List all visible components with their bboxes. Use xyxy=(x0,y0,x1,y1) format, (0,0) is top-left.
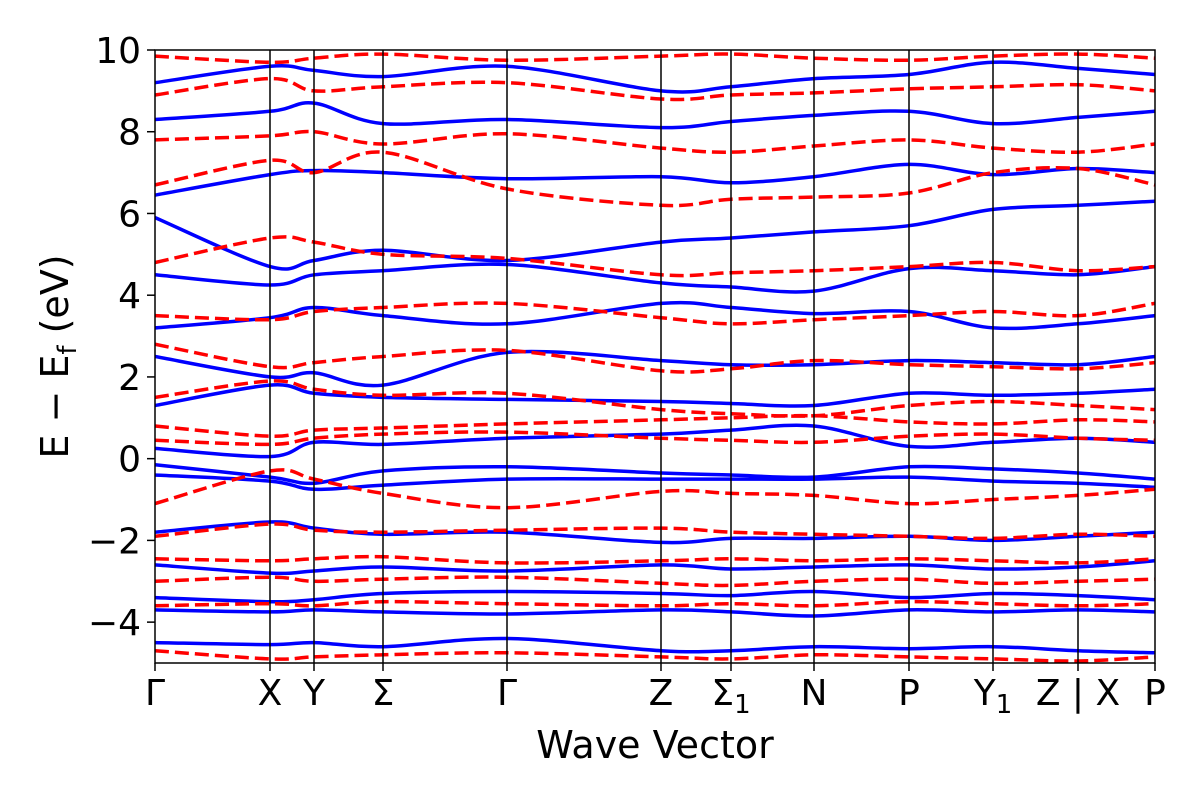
y-axis-label: E − Ef (eV) xyxy=(33,254,83,458)
solid-band-1 xyxy=(155,199,1155,271)
x-tick-label-10: Z | X xyxy=(1036,673,1120,714)
dashed-band-2 xyxy=(155,301,1155,326)
y-tick-label-4: 2 xyxy=(118,358,141,399)
x-tick-label-2: Y xyxy=(302,673,326,714)
dashed-band-0 xyxy=(155,150,1155,208)
dashed-band-9 xyxy=(155,554,1155,565)
y-axis-label-subscript: f xyxy=(53,345,83,355)
y-axis-ticks: 10 8 6 4 2 0 −2 −4 xyxy=(88,31,155,644)
dashed-band-4 xyxy=(155,379,1155,418)
x-axis-ticks: Γ X Y Σ Γ Z Σ1 N P Y1 Z | X P xyxy=(145,663,1166,720)
y-tick-label-7: −4 xyxy=(88,603,141,644)
dashed-band-15 xyxy=(155,52,1155,65)
dashed-band-11 xyxy=(155,599,1155,608)
solid-band-11 xyxy=(155,589,1155,604)
y-axis-label-main: E − E xyxy=(33,355,77,459)
solid-band-14 xyxy=(155,101,1155,130)
y-tick-label-3: 4 xyxy=(118,276,141,317)
y-tick-label-1: 8 xyxy=(118,113,141,154)
x-tick-label-4: Γ xyxy=(497,673,517,714)
dashed-band-12 xyxy=(155,648,1155,663)
dashed-band-13 xyxy=(155,129,1155,155)
bands-layer xyxy=(155,52,1155,663)
y-axis-label-unit: (eV) xyxy=(33,254,77,345)
x-tick-label-5: Z xyxy=(649,673,674,714)
dashed-band-3 xyxy=(155,342,1155,374)
kpoint-separators xyxy=(269,50,1079,663)
y-tick-label-2: 6 xyxy=(118,194,141,235)
y-tick-label-6: −2 xyxy=(88,521,141,562)
plot-frame xyxy=(154,49,1156,664)
x-tick-label-8: P xyxy=(898,673,920,714)
y-tick-label-0: 10 xyxy=(95,31,141,72)
x-tick-label-1: X xyxy=(258,673,283,714)
solid-band-0 xyxy=(155,162,1155,197)
x-axis-label: Wave Vector xyxy=(536,723,774,767)
dashed-band-10 xyxy=(155,575,1155,588)
x-tick-label-6: Σ1 xyxy=(711,673,750,720)
x-tick-label-7: N xyxy=(801,673,828,714)
x-tick-label-0: Γ xyxy=(145,673,165,714)
solid-band-2 xyxy=(155,262,1155,294)
x-tick-label-3: Σ xyxy=(372,673,395,714)
dashed-band-6 xyxy=(155,430,1155,447)
solid-band-12 xyxy=(155,608,1155,618)
x-tick-label-9: Y1 xyxy=(973,673,1013,720)
solid-band-13 xyxy=(155,636,1155,655)
x-tick-label-11: P xyxy=(1144,673,1166,714)
y-tick-label-5: 0 xyxy=(118,440,141,481)
